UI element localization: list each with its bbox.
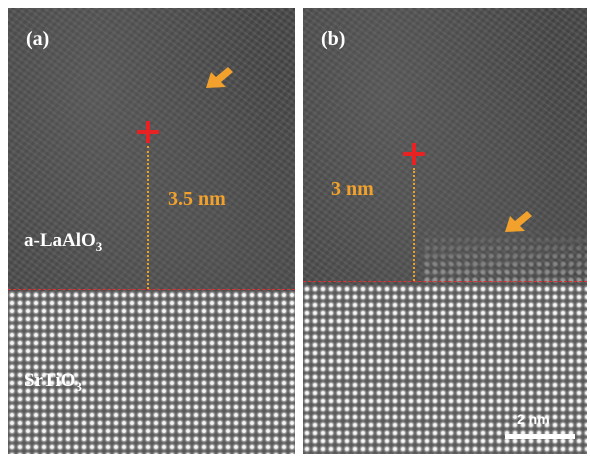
plus-marker-icon [403,143,425,165]
thickness-line [413,168,415,281]
scale-bar [505,434,575,439]
crystalline-substrate [8,291,295,454]
arrow-icon [505,211,532,232]
interface-line [303,281,587,282]
thickness-label: 3 nm [331,178,374,200]
panel-label: (a) [26,28,50,50]
panel-label: (b) [321,28,346,50]
interface-line [8,289,295,290]
thickness-label: 3.5 nm [168,188,226,210]
crystalline-substrate [303,285,587,454]
substrate-label: SrTiO3 [24,370,82,394]
panel-b: (b) 3 nm 2 nm [303,8,587,454]
plus-marker-icon [137,121,159,143]
thickness-line [147,146,149,289]
scale-bar-label: 2 nm [517,411,550,427]
arrow-icon [206,67,233,88]
crystalline-step [423,228,587,288]
panel-a: (a) 3.5 nm a-LaAlO3 SrTiO3 [8,8,295,454]
layer-label: a-LaAlO3 [24,230,103,254]
